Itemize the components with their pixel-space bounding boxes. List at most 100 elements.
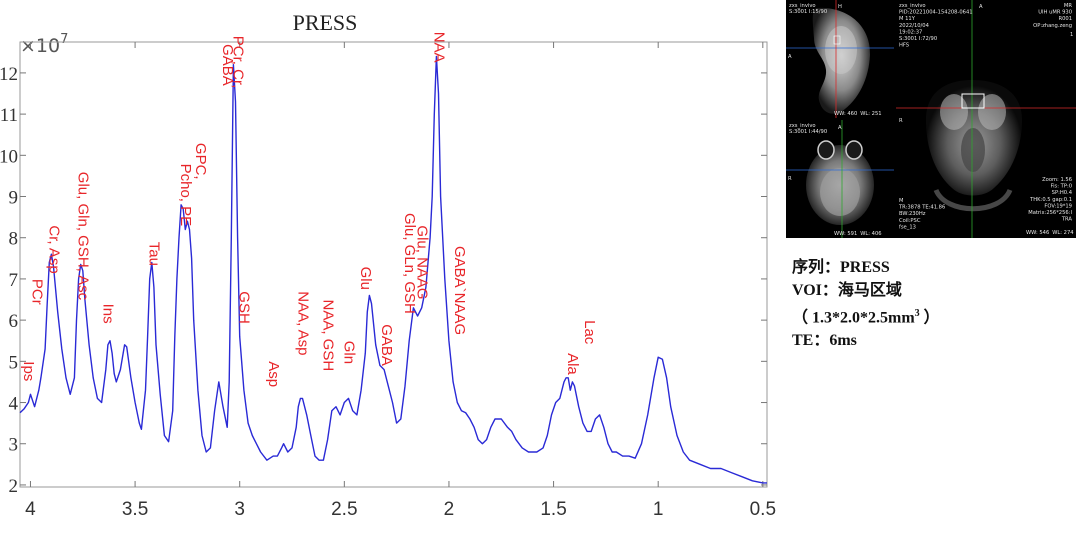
sagittal-series-name: zxs_invivo bbox=[789, 3, 816, 9]
coronal-info-line: OP:zhang.zeng bbox=[1033, 23, 1072, 29]
mri-axial-view: zxs_invivo S:3001 I:44/90 A R WW: 591 WL:… bbox=[786, 120, 894, 238]
peak-label: Glu, Gln, GSH, Asc bbox=[75, 172, 92, 301]
y-tick-label: 9 bbox=[9, 188, 19, 209]
caption-voi: VOI：海马区域 bbox=[792, 282, 902, 299]
sagittal-voi-box bbox=[833, 35, 841, 45]
caption-sequence: 序列：PRESS bbox=[792, 259, 890, 276]
coronal-info-line: S:3001 I:72/90 bbox=[899, 36, 937, 42]
peak-label: Ips bbox=[20, 361, 37, 381]
axial-slice-info: S:3001 I:44/90 bbox=[789, 129, 827, 135]
spectrum-series bbox=[19, 55, 767, 484]
peak-label: Cr, Asp bbox=[45, 225, 62, 273]
peak-label: NAA, Asp bbox=[294, 291, 311, 355]
y-tick-label: 2 bbox=[9, 476, 19, 497]
x-tick-label: 3.5 bbox=[122, 499, 148, 520]
peak-label: Gln bbox=[340, 341, 357, 364]
peak-label: Glu, NAAG bbox=[414, 225, 431, 299]
acquisition-caption: 序列：PRESS VOI：海马区域 （ 1.3*2.0*2.5mm3 ） TE：… bbox=[792, 256, 1077, 352]
y-tick-label: 12 bbox=[0, 64, 18, 85]
y-tick-label: 7 bbox=[9, 270, 19, 291]
coronal-orientation-top: A bbox=[979, 4, 983, 10]
x-tick-label: 4 bbox=[25, 499, 36, 520]
coronal-info-line: HFS bbox=[899, 43, 909, 49]
caption-voi-size-exponent: 3 bbox=[914, 308, 920, 319]
peak-label: PCr bbox=[29, 279, 46, 305]
caption-te: TE：6ms bbox=[792, 332, 857, 350]
y-tick-label: 5 bbox=[9, 352, 19, 373]
spectrum-chart: PRESS ×107 2 3 4 5 6 7 8 9 10 11 12 4 3.5 3 2.5 2 1.5 1 0.… bbox=[0, 10, 777, 520]
coronal-info-line: Matrix:256*256:I bbox=[1028, 210, 1072, 216]
sagittal-slice-info: S:3001 I:15/90 bbox=[789, 9, 827, 15]
x-tick-label: 2 bbox=[444, 499, 455, 520]
coronal-info-line: PID:20221004-154208-0641 bbox=[899, 10, 973, 16]
coronal-info-line: 2022/10/04 bbox=[899, 23, 930, 29]
coronal-info-line: M 11Y bbox=[899, 16, 916, 22]
peak-label: NAA, GSH bbox=[319, 300, 336, 372]
coronal-index: 1 bbox=[1070, 32, 1073, 38]
y-multiplier-label: ×107 bbox=[20, 32, 68, 57]
sagittal-orientation-left: A bbox=[788, 54, 792, 60]
peak-label: Ins bbox=[100, 304, 117, 324]
chart-title: PRESS bbox=[293, 10, 358, 35]
peak-label: Asp bbox=[265, 361, 282, 387]
axial-window: WW: 591 WL: 406 bbox=[834, 231, 882, 237]
caption-voi-size: （ 1.3*2.0*2.5mm3 ） bbox=[792, 302, 1077, 329]
coronal-window: WW: 546 WL: 274 bbox=[1026, 230, 1074, 236]
x-tick-label: 0.5 bbox=[750, 499, 776, 520]
coronal-info-line: FOV:19*19 bbox=[1044, 203, 1072, 209]
coronal-info-line: Zoom: 1.56 bbox=[1042, 177, 1072, 183]
coronal-orientation-left: R bbox=[899, 118, 903, 124]
coronal-info-line: Coil:PSC bbox=[899, 218, 921, 224]
y-tick-label: 11 bbox=[0, 105, 18, 126]
mri-localizer-panel: zxs_invivo S:3001 I:15/90 H A WW: 460 WL:… bbox=[786, 0, 1076, 238]
axial-orientation-left: R bbox=[788, 176, 792, 182]
sagittal-window: WW: 460 WL: 251 bbox=[834, 111, 882, 117]
peak-label: Glu, GLn, GSH bbox=[401, 213, 418, 314]
peak-label: Pcho, PE bbox=[177, 164, 194, 227]
peak-label: PCr, Cr, bbox=[229, 36, 246, 89]
coronal-info-line: TRA bbox=[1061, 217, 1073, 223]
coronal-info-line: UIH uMR 930 bbox=[1038, 10, 1072, 16]
coronal-voi-box bbox=[961, 93, 985, 109]
peak-labels: PCr Ips Cr, Asp Glu, Gln, GSH, Asc Ins Tau Pch… bbox=[20, 32, 598, 387]
x-tick-label: 1 bbox=[653, 499, 664, 520]
axes: 2 3 4 5 6 7 8 9 10 11 12 4 3.5 3 2.5 2 1.5 1 0.5 bbox=[0, 41, 776, 520]
peak-label: Lac bbox=[581, 320, 598, 345]
peak-label: NAA bbox=[430, 32, 447, 63]
coronal-info-line: R001 bbox=[1058, 16, 1072, 22]
peak-label: GABA bbox=[378, 324, 395, 366]
peak-label: Glu bbox=[357, 267, 374, 290]
axial-orientation-top: A bbox=[838, 125, 842, 131]
spectrum-line bbox=[19, 55, 767, 484]
coronal-info-line: 19:02:37 bbox=[899, 29, 922, 35]
coronal-info-line: BW:230Hz bbox=[899, 211, 926, 217]
caption-voi-size-close: ） bbox=[919, 309, 940, 327]
x-tick-label: 1.5 bbox=[540, 499, 566, 520]
coronal-info-line: M bbox=[899, 198, 903, 204]
coronal-info-line: Fis: TP:0 bbox=[1051, 184, 1073, 190]
coronal-info-line: THK:0.5 gap:0.1 bbox=[1029, 197, 1072, 203]
sagittal-orientation-top: H bbox=[838, 4, 842, 10]
mri-sagittal-view: zxs_invivo S:3001 I:15/90 H A WW: 460 WL:… bbox=[786, 0, 894, 118]
coronal-info-line: SP:H0.4 bbox=[1052, 190, 1073, 196]
peak-label: GSH bbox=[236, 291, 253, 324]
coronal-info-line: zxs_invivo bbox=[899, 3, 926, 9]
mri-localizer-svg: zxs_invivo S:3001 I:15/90 H A WW: 460 WL:… bbox=[786, 0, 1076, 238]
plot-frame bbox=[19, 41, 768, 488]
y-tick-label: 4 bbox=[9, 394, 19, 415]
y-tick-label: 8 bbox=[9, 229, 19, 250]
y-tick-label: 3 bbox=[9, 435, 19, 456]
caption-voi-size-value: （ 1.3*2.0*2.5mm bbox=[792, 309, 915, 327]
peak-label: Ala bbox=[564, 353, 581, 375]
y-tick-label: 10 bbox=[0, 146, 18, 167]
peak-label: GABA`NAAG bbox=[451, 246, 468, 335]
y-multiplier-base: ×10 bbox=[20, 35, 60, 57]
peak-label: GPC, bbox=[192, 143, 209, 180]
x-tick-label: 2.5 bbox=[331, 499, 357, 520]
coronal-info-line: MR bbox=[1064, 3, 1072, 9]
